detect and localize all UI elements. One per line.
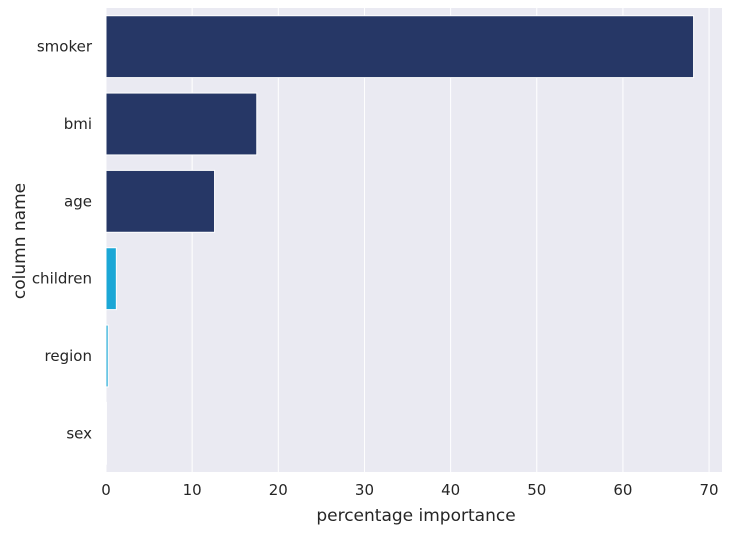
y-tick-label-age: age (64, 192, 92, 210)
bar-bmi (105, 92, 258, 156)
y-tick-label-children: children (32, 270, 92, 288)
x-tick-label: 50 (527, 481, 546, 499)
bar-age (105, 169, 216, 233)
x-tick-label: 10 (183, 481, 202, 499)
y-tick-label-bmi: bmi (64, 115, 92, 133)
x-tick-label: 70 (700, 481, 719, 499)
x-tick-label: 0 (101, 481, 111, 499)
x-tick-label: 40 (441, 481, 460, 499)
y-tick-label-region: region (45, 347, 92, 365)
x-tick-label: 60 (613, 481, 632, 499)
x-tick-labels: 0 10 20 30 40 50 60 70 (101, 481, 718, 499)
y-tick-label-smoker: smoker (37, 38, 93, 56)
grid-lines (105, 8, 710, 472)
y-tick-label-sex: sex (66, 424, 92, 442)
x-tick-label: 30 (355, 481, 374, 499)
bar-children (105, 247, 117, 311)
plot-background (106, 8, 722, 472)
x-axis-label: percentage importance (316, 506, 515, 526)
x-tick-label: 20 (269, 481, 288, 499)
bar-smoker (105, 15, 695, 79)
bar-region (105, 324, 109, 388)
y-axis-label: column name (10, 183, 30, 299)
bars (105, 15, 695, 465)
y-tick-labels: smoker bmi age children region sex (32, 38, 93, 443)
